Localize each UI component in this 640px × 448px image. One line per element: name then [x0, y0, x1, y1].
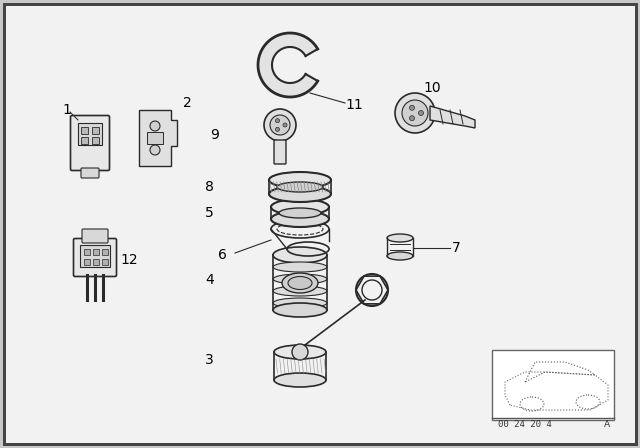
Circle shape [283, 123, 287, 127]
Bar [84, 249, 90, 255]
Text: 6: 6 [218, 248, 227, 262]
Circle shape [402, 100, 428, 126]
Circle shape [150, 121, 160, 131]
Bar [102, 249, 108, 255]
Circle shape [395, 93, 435, 133]
Polygon shape [258, 33, 317, 97]
Ellipse shape [269, 172, 331, 188]
Polygon shape [430, 106, 475, 128]
Text: 3: 3 [205, 353, 214, 367]
Text: 2: 2 [183, 96, 192, 110]
Ellipse shape [273, 274, 327, 284]
Circle shape [264, 109, 296, 141]
Ellipse shape [273, 247, 327, 263]
Text: 5: 5 [205, 206, 214, 220]
Ellipse shape [277, 182, 323, 192]
Bar [80, 245, 110, 267]
Ellipse shape [387, 234, 413, 242]
Ellipse shape [271, 199, 329, 215]
Bar [92, 127, 99, 134]
Bar [102, 259, 108, 265]
Circle shape [150, 145, 160, 155]
Bar [492, 350, 614, 420]
Ellipse shape [279, 208, 321, 218]
Bar [92, 137, 99, 144]
Bar [147, 132, 163, 144]
Text: 1: 1 [62, 103, 71, 117]
Polygon shape [139, 110, 177, 166]
FancyBboxPatch shape [81, 168, 99, 178]
Circle shape [410, 116, 415, 121]
Bar [93, 249, 99, 255]
Circle shape [292, 344, 308, 360]
FancyBboxPatch shape [70, 116, 109, 171]
Ellipse shape [274, 373, 326, 387]
Ellipse shape [282, 273, 318, 293]
Text: A: A [604, 420, 610, 429]
Circle shape [410, 105, 415, 110]
Ellipse shape [273, 262, 327, 272]
Text: 4: 4 [205, 273, 214, 287]
Bar [78, 123, 102, 145]
Bar [84, 259, 90, 265]
Ellipse shape [387, 252, 413, 260]
Ellipse shape [271, 211, 329, 227]
FancyBboxPatch shape [274, 140, 286, 164]
Text: 8: 8 [205, 180, 214, 194]
Text: 9: 9 [210, 128, 219, 142]
Ellipse shape [288, 276, 312, 289]
Text: 12: 12 [120, 253, 138, 267]
Bar [81, 137, 88, 144]
Text: 10: 10 [423, 81, 440, 95]
Ellipse shape [273, 286, 327, 296]
Circle shape [275, 119, 280, 123]
Text: 11: 11 [345, 98, 363, 112]
Bar [93, 259, 99, 265]
Circle shape [275, 127, 280, 131]
FancyBboxPatch shape [74, 238, 116, 276]
Text: 7: 7 [452, 241, 461, 255]
Ellipse shape [269, 186, 331, 202]
Circle shape [270, 115, 290, 135]
Circle shape [419, 111, 424, 116]
FancyBboxPatch shape [82, 229, 108, 243]
Bar [81, 127, 88, 134]
Ellipse shape [274, 345, 326, 359]
Ellipse shape [273, 298, 327, 308]
Ellipse shape [273, 303, 327, 317]
Text: 00 24 20 4: 00 24 20 4 [498, 420, 552, 429]
